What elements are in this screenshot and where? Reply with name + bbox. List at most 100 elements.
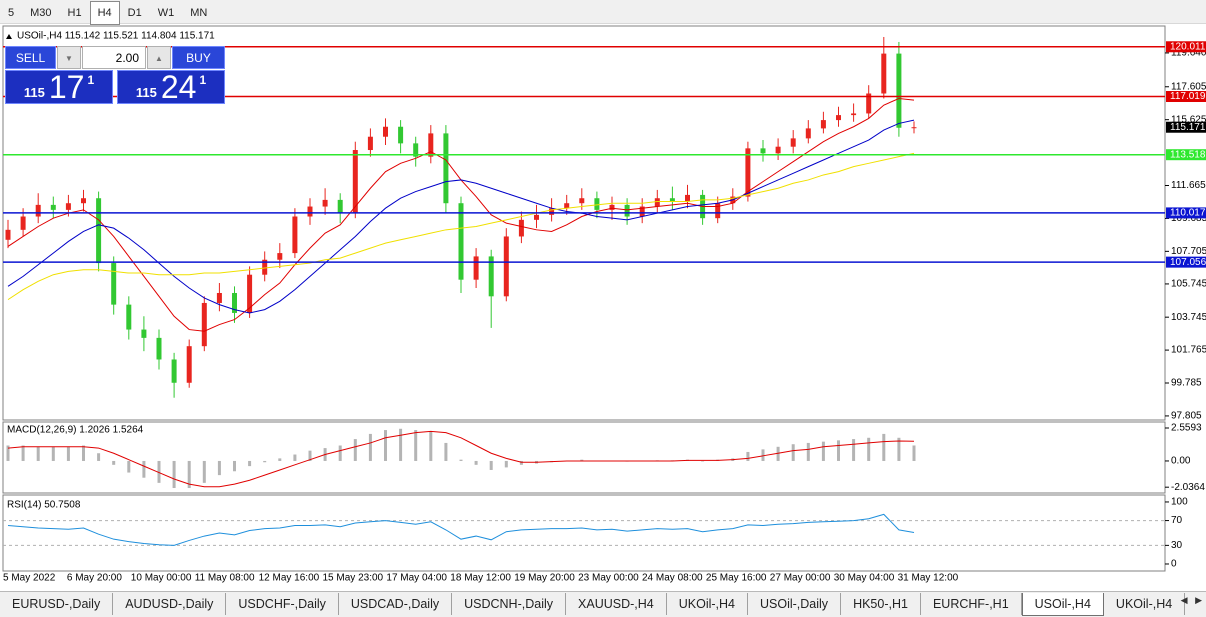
chart-tab[interactable]: USDCHF-,Daily	[226, 593, 339, 615]
y-tick-label: 115.625	[1171, 114, 1206, 125]
candle-body	[790, 138, 796, 147]
candle-body	[232, 292, 237, 313]
candle-body	[745, 148, 751, 197]
macd-bar	[384, 430, 387, 461]
timeframe-toolbar: 5 M30 H1 H4 D1 W1 MN	[0, 0, 1206, 25]
price-tag-label: 115.171	[1170, 122, 1206, 133]
one-click-trading: SELL ▼ 2.00 ▲ BUY 115 17 1 115 24 1	[5, 46, 225, 104]
buy-price[interactable]: 115 24 1	[117, 70, 225, 104]
indicator-title: RSI(14) 50.7508	[7, 500, 81, 511]
macd-bar	[837, 440, 840, 461]
tab-scroll[interactable]: ◀ ▶	[1180, 595, 1202, 605]
x-tick-label: 12 May 16:00	[259, 573, 320, 584]
candle-body	[216, 292, 222, 303]
chart-tab[interactable]: XAUUSD-,H4	[566, 593, 667, 615]
chart-tab[interactable]: UKOil-,H4	[667, 593, 748, 615]
x-tick-label: 25 May 16:00	[706, 573, 767, 584]
timeframe-button[interactable]: H1	[67, 7, 82, 19]
y-tick-label: 99.785	[1171, 378, 1202, 389]
level-tag	[1166, 91, 1206, 103]
macd-bar	[82, 445, 85, 461]
candle-body	[398, 126, 404, 144]
chart-tab[interactable]: EURUSD-,Daily	[0, 593, 114, 615]
macd-bar	[97, 453, 101, 461]
timeframe-button[interactable]: W1	[157, 7, 175, 19]
candle-body	[443, 133, 449, 204]
panel-frame	[2, 494, 1166, 572]
lots-decrease[interactable]: ▼	[57, 46, 81, 69]
indicator-title: MACD(12,26,9) 1.2026 1.5264	[7, 425, 144, 436]
y-tick-label: 30	[1171, 540, 1183, 551]
macd-bar	[6, 445, 10, 461]
candle-body	[171, 359, 177, 383]
price-big: 115	[23, 85, 45, 100]
macd-bar	[127, 460, 131, 473]
macd-bar	[459, 459, 463, 461]
chart-tab[interactable]: USOil-,Daily	[748, 593, 842, 615]
lots-input[interactable]: 2.00	[82, 46, 146, 69]
macd-bar	[66, 446, 70, 461]
candle-body	[911, 127, 917, 129]
candle-body	[428, 133, 434, 157]
chart-tab[interactable]: UKOil-,H4	[1104, 593, 1186, 615]
lots-increase[interactable]: ▲	[147, 46, 171, 69]
macd-bar	[112, 460, 116, 465]
timeframe-button[interactable]: 5	[8, 7, 15, 19]
timeframe-button[interactable]: MN	[190, 7, 208, 19]
panel-frame	[2, 25, 1166, 421]
macd-bar	[172, 460, 176, 489]
macd-bar	[821, 441, 825, 461]
chart-tab[interactable]: USDCNH-,Daily	[452, 593, 567, 615]
x-tick-label: 24 May 08:00	[642, 573, 703, 584]
chart-tab[interactable]: AUDUSD-,Daily	[113, 593, 227, 615]
timeframe-button[interactable]: H4	[89, 1, 120, 25]
macd-bar	[399, 428, 403, 461]
macd-bar	[806, 442, 810, 461]
y-tick-label: 0	[1171, 559, 1177, 570]
macd-bar	[293, 454, 297, 461]
sell-button[interactable]: SELL	[5, 46, 56, 69]
macd-bar	[897, 437, 901, 461]
price-tag	[1166, 121, 1206, 133]
timeframe-button[interactable]: M30	[30, 7, 52, 19]
chart-tabs: EURUSD-,Daily AUDUSD-,Daily USDCHF-,Daily U…	[0, 591, 1206, 617]
price-sup: 1	[87, 73, 95, 87]
panel-frame	[2, 421, 1166, 494]
price-big: 115	[135, 85, 157, 100]
candle-body	[473, 256, 479, 280]
candle-body	[126, 304, 132, 330]
x-tick-label: 5 May 2022	[3, 573, 56, 584]
macd-bar	[746, 451, 750, 461]
candle-body	[503, 236, 509, 297]
chart-tab[interactable]: HK50-,H1	[841, 593, 921, 615]
macd-bar	[21, 445, 25, 461]
sell-price[interactable]: 115 17 1	[5, 70, 113, 104]
macd-bar	[217, 460, 221, 476]
level-tag	[1166, 207, 1206, 219]
macd-bar	[852, 439, 856, 461]
macd-bar	[233, 460, 236, 472]
chart-tab[interactable]: USDCAD-,Daily	[339, 593, 453, 615]
candle-body	[639, 206, 645, 217]
buy-button[interactable]: BUY	[172, 46, 225, 69]
level-tag	[1166, 149, 1206, 161]
macd-bar	[308, 450, 312, 461]
chart-tab[interactable]: EURCHF-,H1	[921, 593, 1022, 615]
macd-bar	[278, 458, 282, 461]
macd-bar	[51, 446, 55, 461]
candle-body	[292, 216, 298, 254]
candle-body	[458, 203, 464, 280]
chart-tab[interactable]: USOil-,H4	[1021, 593, 1104, 616]
candle-body	[5, 229, 11, 240]
macd-bar	[489, 460, 493, 470]
moving-average	[7, 152, 915, 301]
candle-body	[352, 150, 358, 214]
candle-body	[579, 198, 585, 204]
level-tag	[1166, 256, 1206, 268]
y-tick-label: 119.640	[1171, 48, 1206, 59]
candle-body	[96, 198, 102, 264]
timeframe-button[interactable]: D1	[127, 7, 142, 19]
candle-body	[549, 208, 555, 215]
candle-body	[624, 204, 630, 217]
